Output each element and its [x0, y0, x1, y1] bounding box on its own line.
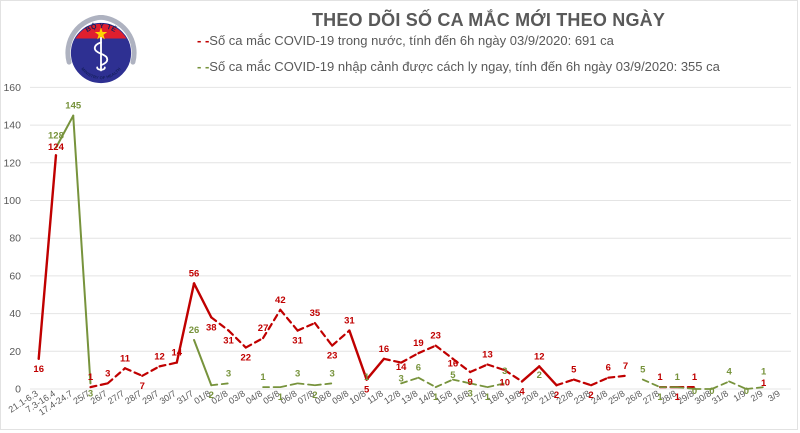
svg-text:14: 14: [396, 362, 407, 373]
svg-text:6: 6: [606, 363, 611, 374]
svg-text:35: 35: [310, 308, 321, 319]
svg-text:26: 26: [189, 325, 200, 336]
svg-text:3: 3: [399, 374, 404, 385]
svg-text:120: 120: [3, 157, 21, 169]
svg-text:2/9: 2/9: [749, 388, 765, 403]
svg-text:31: 31: [344, 316, 355, 327]
svg-text:145: 145: [65, 101, 82, 112]
svg-text:23: 23: [430, 331, 441, 342]
svg-text:1: 1: [761, 378, 767, 389]
svg-text:12: 12: [154, 351, 165, 362]
svg-text:3: 3: [329, 368, 334, 379]
svg-text:31: 31: [223, 336, 234, 347]
svg-text:1: 1: [692, 372, 698, 383]
svg-text:3: 3: [226, 368, 231, 379]
svg-text:60: 60: [9, 270, 21, 282]
svg-text:19: 19: [413, 338, 424, 349]
svg-text:38: 38: [206, 322, 217, 333]
svg-text:2: 2: [209, 390, 214, 401]
svg-text:27: 27: [258, 323, 269, 334]
svg-text:3: 3: [105, 368, 110, 379]
svg-text:9: 9: [468, 377, 473, 388]
svg-text:16: 16: [33, 364, 44, 375]
svg-text:0: 0: [709, 386, 714, 397]
svg-text:1: 1: [761, 366, 767, 377]
svg-text:1: 1: [485, 392, 491, 403]
svg-text:2: 2: [554, 390, 559, 401]
svg-text:160: 160: [3, 82, 21, 94]
svg-text:2: 2: [588, 390, 593, 401]
svg-text:7: 7: [623, 361, 628, 372]
svg-text:2: 2: [537, 370, 542, 381]
svg-text:1: 1: [657, 372, 663, 383]
svg-text:3: 3: [88, 388, 93, 399]
svg-text:22: 22: [241, 353, 252, 364]
svg-text:1: 1: [675, 392, 681, 403]
svg-text:124: 124: [48, 142, 65, 153]
svg-text:0: 0: [15, 384, 21, 396]
svg-text:80: 80: [9, 233, 21, 245]
svg-text:128: 128: [48, 131, 64, 142]
svg-text:6: 6: [416, 363, 421, 374]
svg-text:5: 5: [364, 385, 370, 396]
svg-text:1: 1: [675, 372, 681, 383]
svg-text:12: 12: [534, 351, 545, 362]
svg-text:3: 3: [295, 368, 300, 379]
svg-text:56: 56: [189, 268, 200, 279]
svg-text:1: 1: [260, 372, 266, 383]
svg-text:13: 13: [482, 350, 493, 361]
svg-text:3: 3: [502, 366, 507, 377]
svg-text:11: 11: [120, 353, 131, 364]
svg-text:10: 10: [499, 378, 510, 389]
svg-text:3/9: 3/9: [766, 388, 782, 403]
svg-text:1: 1: [88, 372, 94, 383]
svg-text:5: 5: [450, 370, 456, 381]
svg-text:1: 1: [278, 392, 284, 403]
svg-text:42: 42: [275, 295, 286, 306]
svg-text:31: 31: [292, 336, 303, 347]
svg-text:1: 1: [657, 392, 663, 403]
svg-text:3: 3: [468, 388, 473, 399]
svg-text:140: 140: [3, 120, 21, 132]
svg-text:20: 20: [9, 346, 21, 358]
svg-text:16: 16: [379, 344, 390, 355]
svg-text:1: 1: [433, 392, 439, 403]
svg-text:14: 14: [171, 348, 182, 359]
svg-text:1: 1: [364, 372, 370, 383]
svg-text:2: 2: [312, 390, 317, 401]
svg-text:5: 5: [571, 365, 577, 376]
svg-text:16: 16: [448, 358, 459, 369]
svg-text:7: 7: [140, 381, 145, 392]
svg-text:0: 0: [692, 386, 697, 397]
svg-text:40: 40: [9, 308, 21, 320]
svg-text:5: 5: [640, 365, 646, 376]
svg-text:4: 4: [726, 366, 732, 377]
svg-text:4: 4: [519, 386, 525, 397]
svg-text:0: 0: [744, 386, 749, 397]
svg-text:100: 100: [3, 195, 21, 207]
svg-text:23: 23: [327, 351, 338, 362]
